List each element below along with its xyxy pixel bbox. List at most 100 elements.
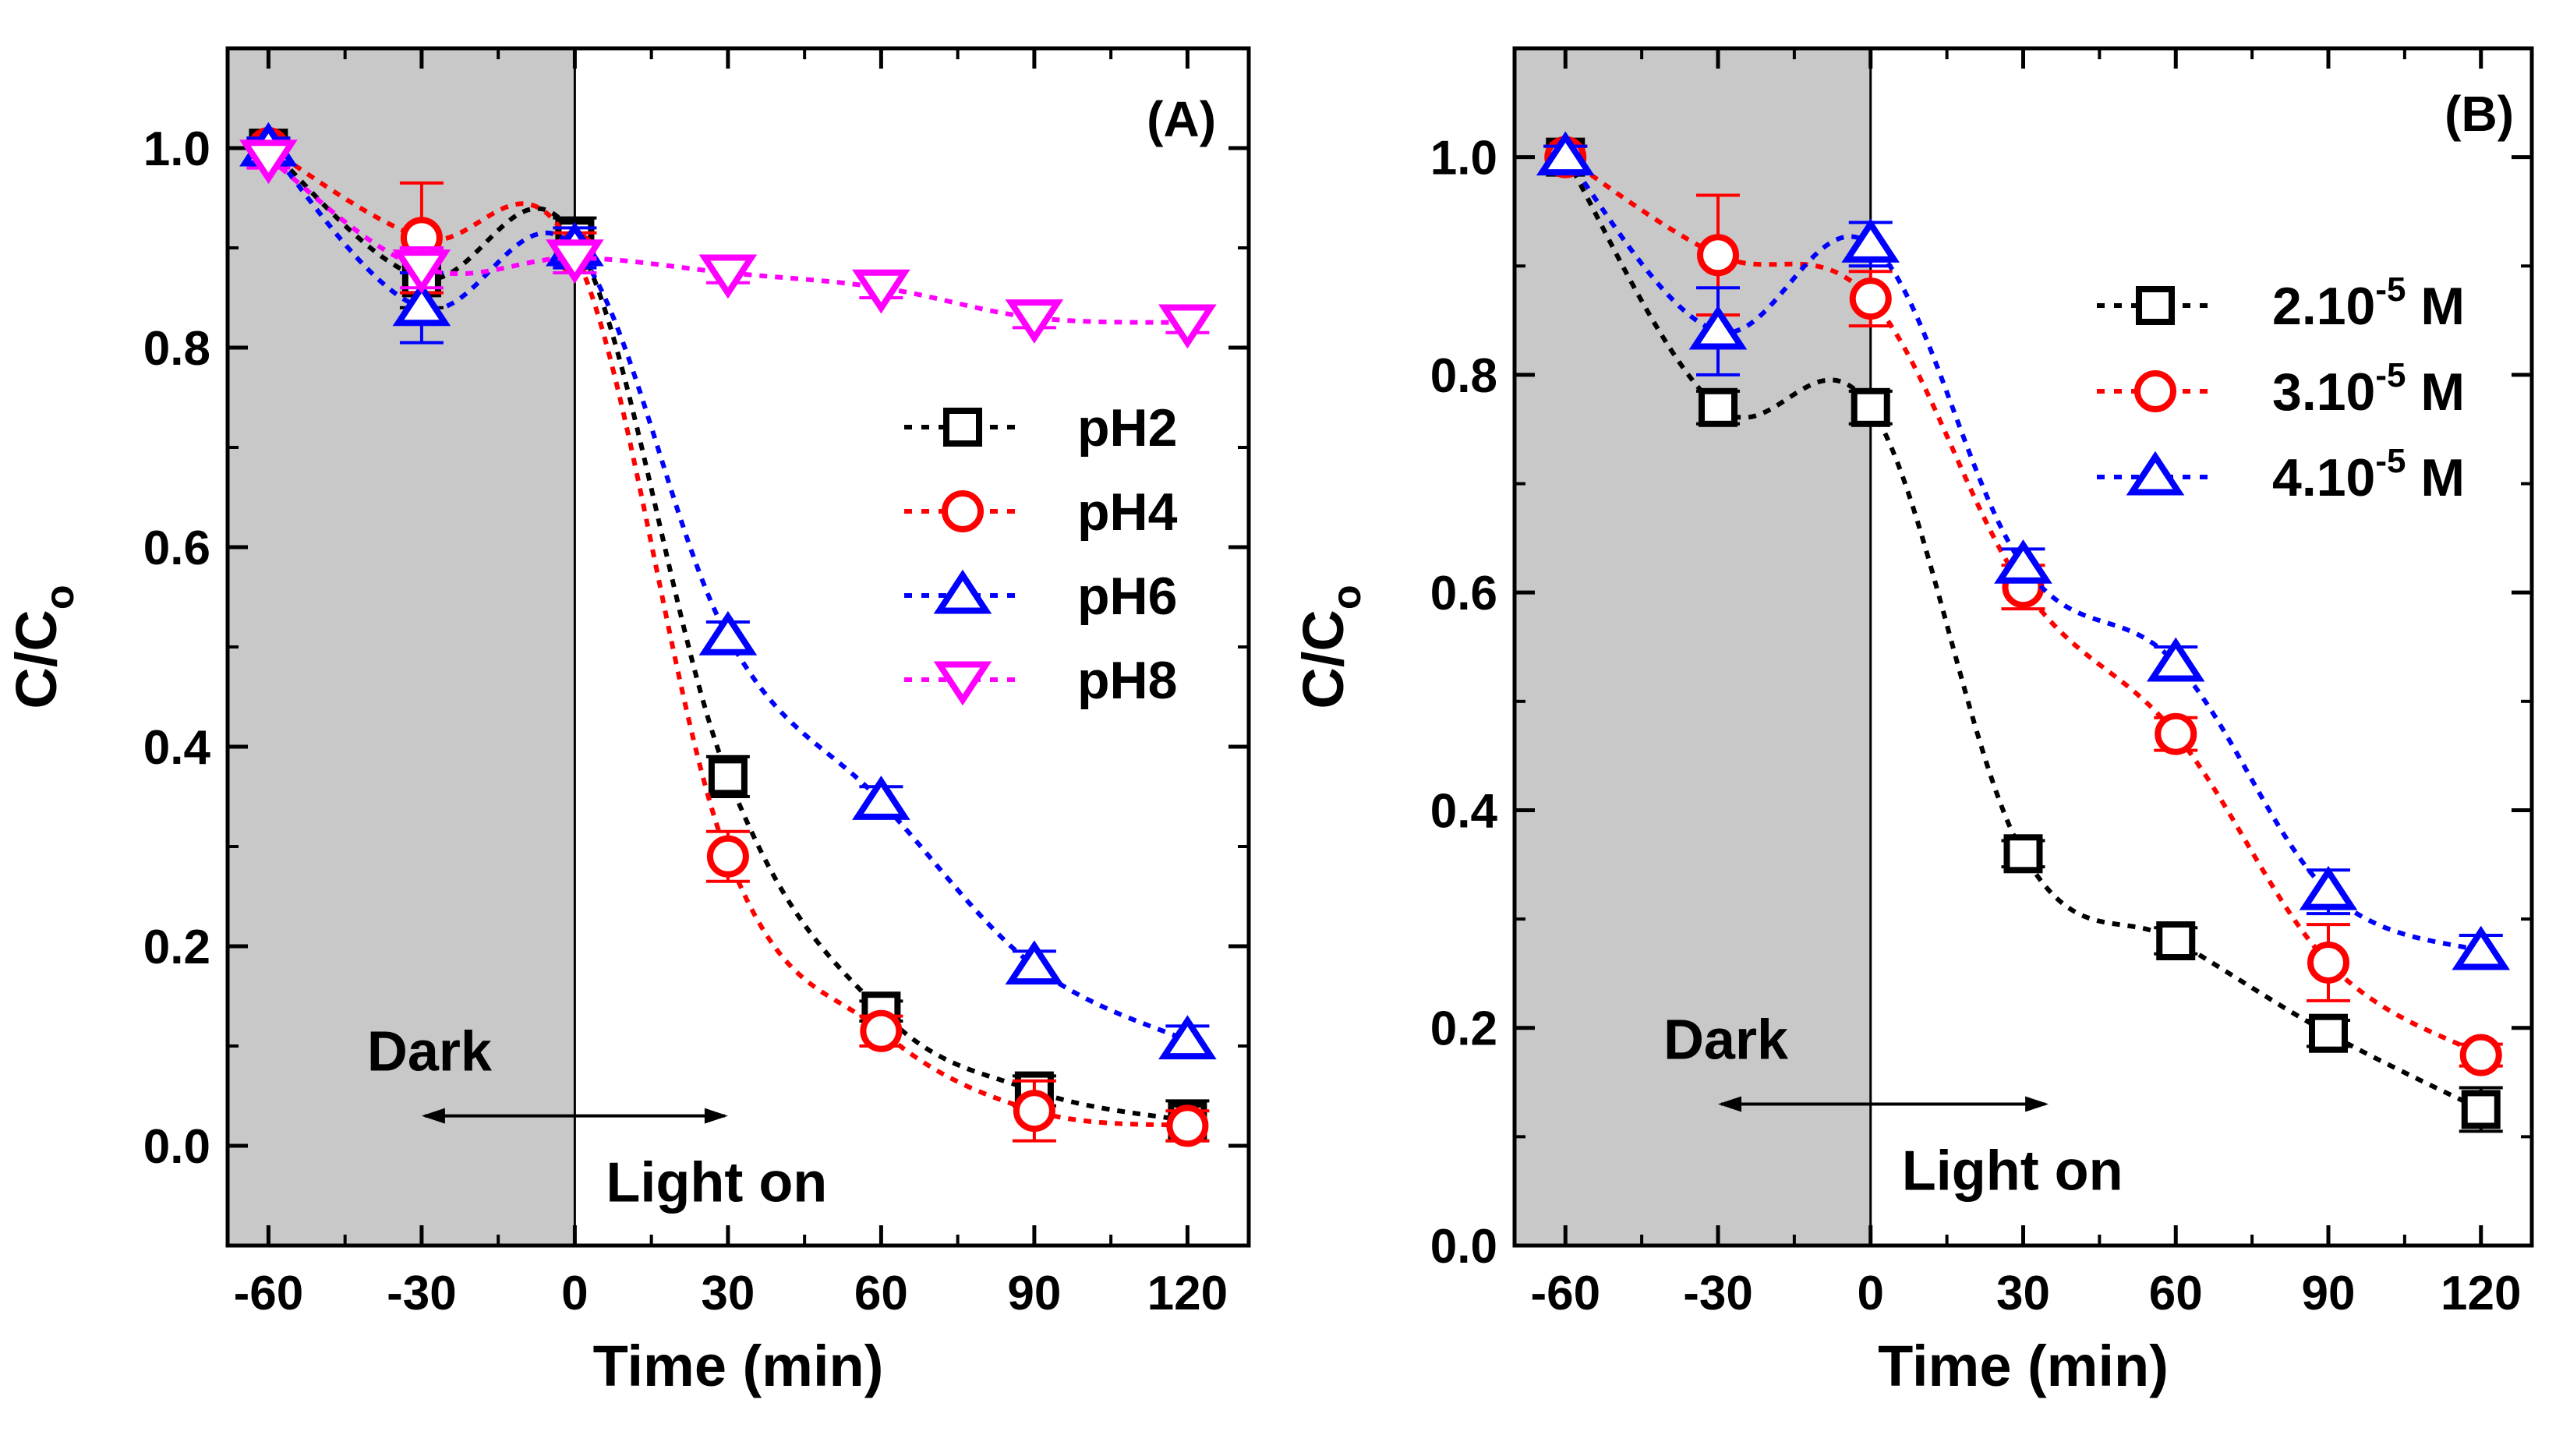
data-point [706,835,749,878]
legend-label: pH8 [1077,651,1177,710]
data-point [239,140,298,185]
data-point [1697,234,1739,277]
data-point [698,254,758,299]
x-tick-label: 30 [701,1267,755,1320]
arrow-head-left [1718,1096,1741,1112]
data-point [1699,387,1737,427]
x-tick-label: -30 [387,1267,457,1320]
x-axis-title: Time (min) [593,1334,884,1398]
data-point [1013,1090,1055,1133]
data-point [2461,1090,2501,1129]
legend-label: pH2 [1077,398,1177,458]
data-point [2003,834,2043,874]
series-pH8 [239,140,1217,349]
data-point [2307,941,2349,984]
legend-marker [2134,370,2176,412]
y-tick-label: 0.0 [1430,1220,1497,1274]
panel-label: (B) [2445,86,2514,142]
data-point [2309,1013,2348,1053]
legend-label: pH4 [1077,482,1178,542]
dark-region [1515,48,1871,1246]
data-point [2156,921,2196,961]
data-point [1166,1104,1209,1147]
data-point [698,610,758,656]
y-tick-label: 0.8 [1430,349,1497,403]
x-tick-label: 90 [1007,1267,1061,1320]
y-tick-label: 0.0 [143,1120,210,1174]
data-point [2459,1034,2502,1076]
legend-marker [943,408,982,447]
y-tick-label: 1.0 [1430,132,1497,186]
series-410 [1536,131,2511,970]
light-on-label: Light on [1902,1140,2123,1202]
legend-marker [933,569,992,614]
y-axis-title: C/Co [1291,585,1370,709]
data-point [1158,304,1217,349]
data-point [1158,1015,1217,1060]
legend-unit: M [2406,362,2465,422]
y-tick-label: 0.2 [143,921,210,974]
data-point [860,1009,903,1052]
data-point [1005,299,1064,344]
dark-label: Dark [367,1021,493,1083]
x-tick-label: 30 [1996,1267,2050,1320]
data-point [1994,539,2052,584]
legend-marker [933,661,992,706]
legend-marker [2136,286,2175,325]
x-tick-label: 90 [2302,1267,2356,1320]
data-point [1005,940,1064,985]
legend-label: 2.10-5 M [2272,270,2465,336]
x-tick-label: -60 [234,1267,304,1320]
series-line [267,146,1188,1123]
x-tick-label: 0 [561,1267,588,1320]
y-tick-label: 0.2 [1430,1002,1497,1056]
arrow-head-right [704,1108,728,1124]
data-point [2155,712,2197,755]
legend-unit: M [2406,277,2465,336]
arrow-head-right [2025,1096,2049,1112]
x-axis-title: Time (min) [1878,1334,2169,1398]
legend-marker [942,490,984,532]
y-axis-subscript: o [1324,585,1370,610]
data-point [1841,218,1900,263]
x-tick-label: 120 [2441,1267,2521,1320]
y-tick-label: 0.4 [143,721,211,775]
data-point [852,776,910,820]
panel-label: (A) [1147,91,1216,147]
y-tick-label: 0.6 [143,521,210,575]
legend-label: 3.10-5 M [2272,356,2465,422]
data-point [708,757,748,797]
data-point [392,281,451,327]
x-tick-label: -30 [1683,1267,1753,1320]
legend-marker [2126,451,2185,496]
y-tick-label: 0.6 [1430,567,1497,620]
data-point [852,269,910,314]
legend-superscript: -5 [2375,356,2406,394]
y-axis-title: C/Co [4,585,83,709]
series-line [267,146,1188,1129]
data-point [392,249,451,294]
legend-label: pH6 [1077,567,1177,626]
x-tick-label: 60 [2149,1267,2203,1320]
data-point [1536,131,1595,176]
panel-a: -60 -30 0 30 60 90 120 0.0 0.2 0.4 0.6 0.8 1.0 Time (… [4,46,1251,1398]
x-tick-label: 0 [1858,1267,1884,1320]
data-point [1688,305,1748,350]
arrow-head-left [421,1108,445,1124]
light-on-label: Light on [606,1152,827,1214]
data-point [2146,637,2205,682]
y-tick-label: 0.8 [143,322,210,376]
legend-superscript: -5 [2375,270,2406,309]
x-tick-label: 60 [854,1267,908,1320]
y-tick-label: 0.4 [1430,784,1498,838]
data-point [546,239,604,284]
legend-superscript: -5 [2375,442,2406,480]
x-tick-label: 120 [1147,1267,1228,1320]
dark-label: Dark [1663,1009,1789,1071]
data-point [1849,277,1892,320]
data-point [2452,925,2511,970]
x-tick-label: -60 [1530,1267,1600,1320]
data-point [2299,865,2358,910]
panel-b: -60 -30 0 30 60 90 120 0.0 0.2 0.4 0.6 0.8 1.0 Time (… [1291,46,2534,1398]
